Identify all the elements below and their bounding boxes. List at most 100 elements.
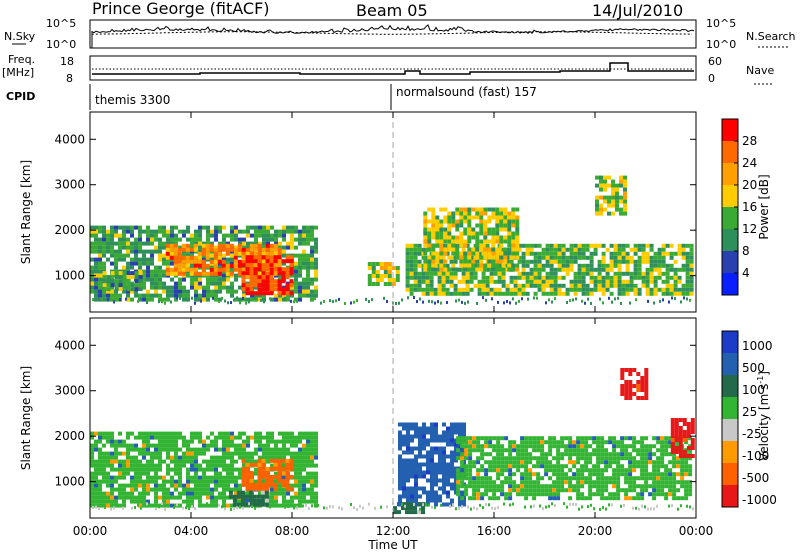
heatmap-cell	[265, 474, 270, 479]
heatmap-cell	[162, 229, 166, 234]
heatmap-cell	[264, 490, 269, 495]
heatmap-cell	[504, 460, 509, 465]
heatmap-cell	[556, 492, 561, 497]
heatmap-cell	[533, 279, 538, 284]
heatmap-cell	[648, 448, 653, 453]
heatmap-cell	[608, 503, 610, 507]
heatmap-cell	[237, 263, 242, 268]
heatmap-cell	[435, 219, 440, 224]
heatmap-cell	[507, 263, 512, 268]
heatmap-cell	[617, 267, 622, 272]
heatmap-cell	[298, 435, 302, 440]
heatmap-cell	[688, 488, 693, 493]
heatmap-cell	[285, 458, 290, 463]
heatmap-cell	[98, 277, 102, 282]
heatmap-cell	[241, 259, 246, 264]
heatmap-cell	[680, 468, 685, 473]
heatmap-cell	[462, 502, 466, 507]
heatmap-cell	[612, 468, 617, 473]
heatmap-cell	[430, 426, 434, 431]
heatmap-cell	[437, 283, 442, 288]
heatmap-cell	[262, 443, 266, 448]
heatmap-cell	[294, 459, 298, 464]
heatmap-cell	[142, 487, 146, 492]
heatmap-cell	[496, 488, 501, 493]
heatmap-cell	[170, 459, 174, 464]
heatmap-cell	[246, 435, 250, 440]
heatmap-cell	[150, 277, 154, 282]
heatmap-cell	[262, 237, 266, 242]
heatmap-cell	[174, 467, 178, 472]
heatmap-cell	[520, 464, 525, 469]
heatmap-cell	[421, 287, 426, 292]
heatmap-cell	[445, 279, 450, 284]
heatmap-cell	[94, 475, 98, 480]
heatmap-cell	[560, 468, 565, 473]
heatmap-cell	[637, 243, 642, 248]
heatmap-cell	[580, 440, 585, 445]
heatmap-cell	[102, 503, 106, 508]
heatmap-cell	[106, 275, 111, 280]
heatmap-cell	[174, 233, 178, 238]
colorbar-tick-label: -100	[742, 449, 769, 463]
heatmap-cell	[674, 426, 679, 430]
heatmap-cell	[383, 274, 388, 278]
heatmap-cell	[418, 434, 422, 439]
heatmap-cell	[459, 259, 464, 264]
heatmap-cell	[122, 271, 127, 276]
heatmap-cell	[306, 431, 310, 436]
heatmap-cell	[154, 487, 158, 492]
heatmap-cell	[545, 263, 550, 268]
heatmap-cell	[515, 239, 520, 244]
heatmap-cell	[222, 273, 226, 278]
heatmap-cell	[449, 275, 454, 280]
heatmap-cell	[439, 219, 444, 224]
heatmap-cell	[150, 249, 154, 254]
heatmap-cell	[406, 442, 410, 447]
heatmap-cell	[409, 263, 414, 268]
heatmap-cell	[439, 267, 444, 272]
heatmap-cell	[150, 459, 154, 464]
heatmap-cell	[511, 211, 516, 216]
heatmap-cell	[652, 484, 657, 489]
heatmap-cell	[624, 392, 629, 396]
heatmap-cell	[649, 271, 654, 276]
heatmap-cell	[269, 259, 274, 264]
heatmap-cell	[573, 287, 578, 292]
heatmap-cell	[644, 392, 649, 396]
heatmap-cell	[588, 452, 593, 457]
heatmap-cell	[178, 491, 182, 496]
heatmap-cell	[162, 431, 166, 436]
heatmap-cell	[142, 297, 146, 302]
heatmap-cell	[274, 443, 278, 448]
heatmap-cell	[625, 259, 630, 264]
heatmap-cell	[537, 279, 542, 284]
heatmap-cell	[616, 456, 621, 461]
heatmap-cell	[273, 271, 278, 276]
heatmap-cell	[533, 291, 538, 296]
heatmap-cell	[306, 237, 310, 242]
heatmap-cell	[672, 452, 677, 457]
heatmap-cell	[537, 275, 542, 280]
heatmap-cell	[94, 289, 98, 294]
heatmap-cell	[556, 472, 561, 477]
heatmap-cell	[451, 243, 456, 248]
heatmap-cell	[130, 289, 134, 294]
heatmap-cell	[154, 237, 158, 242]
heatmap-cell	[146, 479, 150, 484]
heatmap-cell	[98, 281, 102, 286]
heatmap-cell	[90, 471, 94, 476]
heatmap-cell	[154, 491, 158, 496]
x-axis-tick-labels: 00:00 04:00 08:00 12:00 16:00 20:00 00:00	[73, 524, 714, 538]
heatmap-cell	[226, 261, 230, 266]
heatmap-cell	[683, 296, 685, 300]
heatmap-cell	[684, 488, 689, 493]
heatmap-cell	[568, 460, 573, 465]
heatmap-cell	[282, 447, 286, 452]
heatmap-cell	[122, 229, 126, 234]
heatmap-cell	[130, 459, 134, 464]
heatmap-cell	[511, 215, 516, 220]
heatmap-cell	[524, 496, 529, 501]
heatmap-cell	[449, 279, 454, 284]
